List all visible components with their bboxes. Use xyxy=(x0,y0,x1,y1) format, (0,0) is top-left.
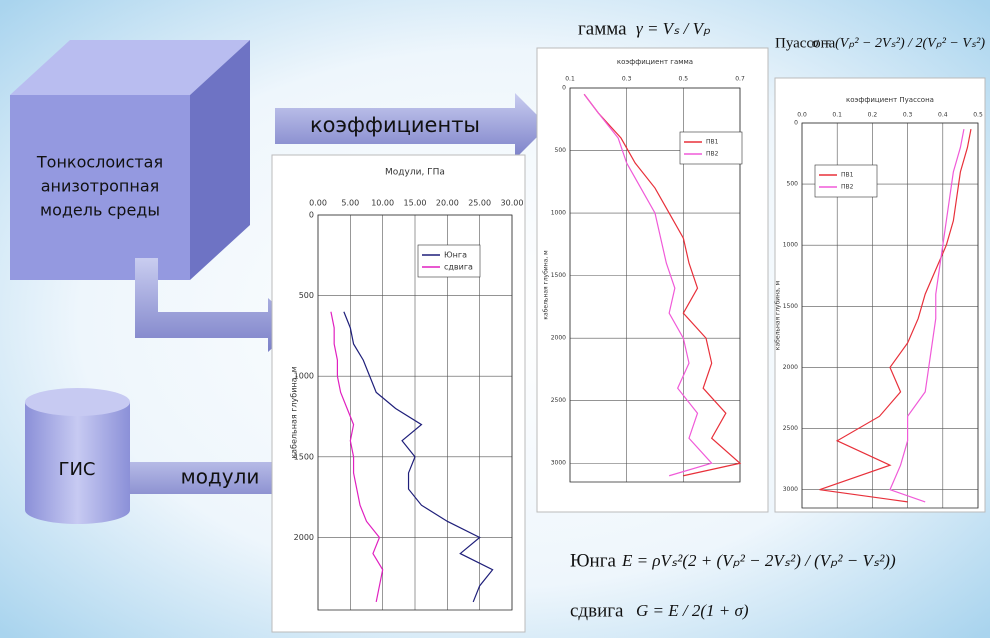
x-tick-label: 0.4 xyxy=(938,112,948,119)
y-tick-label: 3000 xyxy=(783,486,798,493)
chart-title: коэффициент гамма xyxy=(617,58,693,66)
y-tick-label: 500 xyxy=(555,147,567,154)
x-tick-label: 25.00 xyxy=(468,199,491,208)
y-tick-label: 1500 xyxy=(551,272,566,279)
chart-panel xyxy=(775,78,985,512)
y-tick-label: 0 xyxy=(309,211,314,220)
y-tick-label: 2500 xyxy=(551,397,566,404)
x-tick-label: 0.2 xyxy=(868,112,878,119)
legend-box xyxy=(680,132,742,164)
x-tick-label: 0.3 xyxy=(622,76,632,83)
gis-label: ГИС xyxy=(58,459,95,480)
x-tick-label: 20.00 xyxy=(436,199,459,208)
y-tick-label: 0 xyxy=(794,120,798,127)
legend-label: ПВ2 xyxy=(841,184,854,191)
legend-box xyxy=(815,165,877,197)
model-label: анизотропная xyxy=(41,177,160,196)
y-tick-label: 3000 xyxy=(551,460,566,467)
y-tick-label: 0 xyxy=(562,85,566,92)
legend-label: Юнга xyxy=(444,251,467,260)
x-tick-label: 0.1 xyxy=(565,76,575,83)
chart-title: Модули, ГПа xyxy=(385,168,445,178)
formula-label: гамма xyxy=(578,18,627,39)
cylinder-bottom xyxy=(25,496,130,524)
formula: E = ρVₛ²(2 + (Vₚ² − 2Vₛ²) / (Vₚ² − Vₛ²)) xyxy=(621,551,896,570)
x-tick-label: 0.0 xyxy=(797,112,807,119)
y-tick-label: 2000 xyxy=(551,335,566,342)
y-axis-label: кабельная глубина, м xyxy=(775,281,782,350)
y-tick-label: 1000 xyxy=(551,210,566,217)
x-tick-label: 0.5 xyxy=(973,112,983,119)
y-tick-label: 1000 xyxy=(783,242,798,249)
x-tick-label: 0.1 xyxy=(832,112,842,119)
chart-panel xyxy=(537,48,768,512)
legend-label: ПВ1 xyxy=(841,172,854,179)
y-tick-label: 2000 xyxy=(783,364,798,371)
y-axis-label: кабельная глубина, м xyxy=(543,250,550,319)
y-tick-label: 500 xyxy=(787,181,799,188)
x-tick-label: 15.00 xyxy=(404,199,427,208)
model-label: модель среды xyxy=(40,201,160,220)
x-tick-label: 0.7 xyxy=(735,76,745,83)
legend-label: ПВ1 xyxy=(706,139,719,146)
formula-label: Юнга xyxy=(570,550,616,571)
x-tick-label: 30.00 xyxy=(501,199,524,208)
chart-title: коэффициент Пуассона xyxy=(846,96,934,104)
x-tick-label: 0.5 xyxy=(679,76,689,83)
cylinder-body xyxy=(25,402,130,510)
x-tick-label: 10.00 xyxy=(371,199,394,208)
slide: Тонкослоистая анизотропная модель среды … xyxy=(0,0,990,638)
chart-panel xyxy=(272,155,525,632)
arrow-label: коэффициенты xyxy=(310,113,480,137)
legend-label: ПВ2 xyxy=(706,151,719,158)
y-tick-label: 2500 xyxy=(783,425,798,432)
y-tick-label: 2000 xyxy=(294,533,314,542)
model-label: Тонкослоистая xyxy=(36,153,163,172)
x-tick-label: 0.00 xyxy=(309,199,327,208)
x-tick-label: 0.3 xyxy=(903,112,913,119)
y-tick-label: 500 xyxy=(299,291,314,300)
arrow-label: модули xyxy=(181,465,260,489)
formula: γ = Vₛ / Vₚ xyxy=(636,19,711,38)
formula: G = E / 2(1 + σ) xyxy=(636,601,749,620)
x-tick-label: 5.00 xyxy=(341,199,359,208)
y-tick-label: 1500 xyxy=(783,303,798,310)
formula-label: сдвига xyxy=(570,600,624,621)
cylinder-top xyxy=(25,388,130,416)
y-axis-label: кабельная глубина, м xyxy=(290,366,299,458)
legend-label: сдвига xyxy=(444,263,473,272)
formula: σ = (Vₚ² − 2Vₛ²) / 2(Vₚ² − Vₛ²) xyxy=(812,36,986,51)
